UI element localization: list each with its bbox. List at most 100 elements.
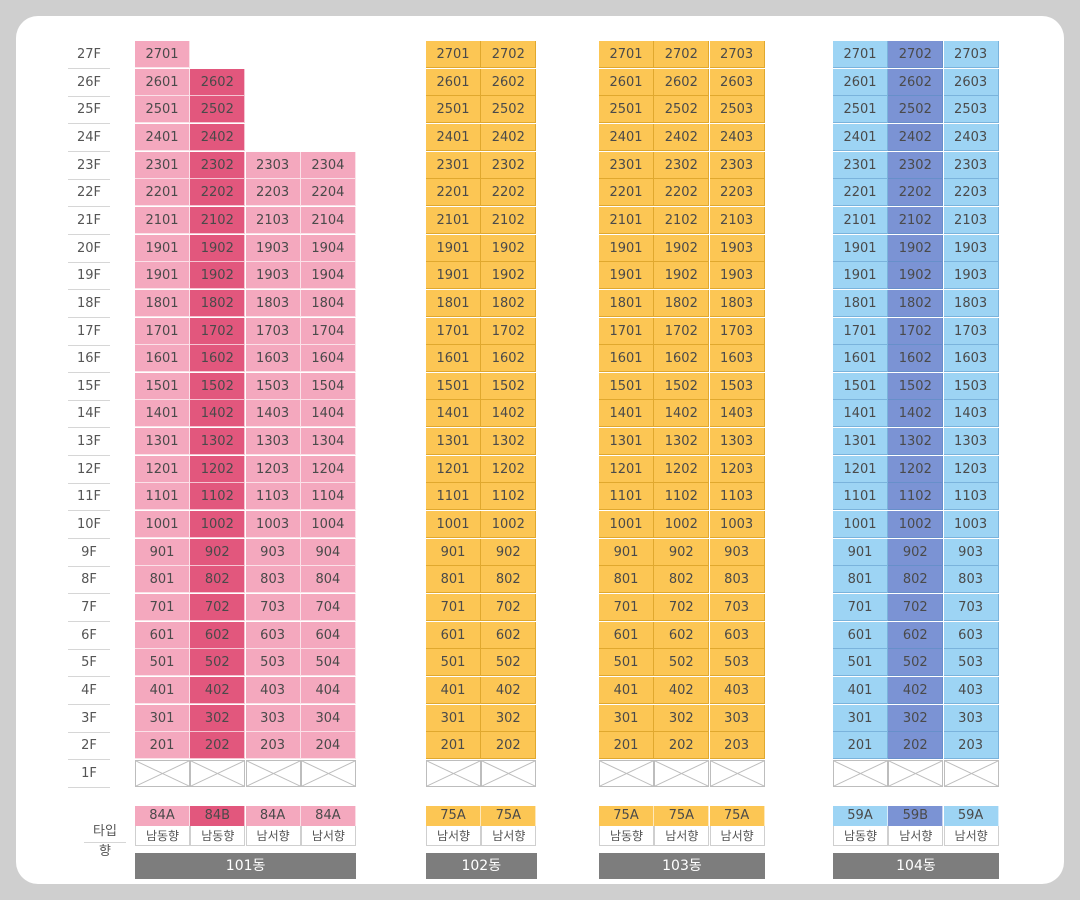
unit-cell: 1301: [833, 428, 888, 456]
unit-cell: 2701: [426, 41, 481, 68]
unit-cell: 203: [943, 732, 999, 760]
unit-cell: 501: [135, 649, 190, 677]
unit-cell: 1604: [300, 345, 356, 373]
pilotis-cell: [599, 759, 654, 787]
unit-cell: 801: [135, 566, 190, 594]
unit-cell: 901: [599, 538, 654, 566]
unit-cell: 202: [888, 732, 944, 760]
unit-cell: 2502: [654, 96, 710, 124]
unit-cell: 903: [245, 538, 301, 566]
unit-cell: 2102: [481, 206, 537, 234]
unit-cell: 1503: [943, 372, 999, 400]
unit-cell: 1601: [426, 345, 481, 373]
unit-cell: 1902: [190, 234, 246, 262]
unit-cell: 1001: [599, 511, 654, 539]
unit-cell: 2602: [654, 68, 710, 96]
unit-cell: 2502: [190, 96, 246, 124]
unit-cell: 1301: [599, 428, 654, 456]
unit-cell: 801: [833, 566, 888, 594]
unit-cell: 1102: [481, 483, 537, 511]
unit-cell: 503: [943, 649, 999, 677]
unit-cell: 1903: [245, 234, 301, 262]
floor-label: 6F: [68, 622, 110, 650]
pilotis-cell: [190, 759, 246, 787]
unit-cell: 1001: [135, 511, 190, 539]
pilotis-cell: [888, 759, 944, 787]
unit-cell: 504: [300, 649, 356, 677]
unit-cell: 402: [654, 676, 710, 704]
unit-cell: 2702: [654, 41, 710, 68]
unit-type-cell: 84A: [135, 806, 190, 826]
floor-label: 17F: [68, 318, 110, 346]
unit-cell: 2601: [135, 68, 190, 96]
unit-cell: 1401: [599, 400, 654, 428]
unit-cell: 603: [709, 621, 765, 649]
unit-cell: 2301: [135, 151, 190, 179]
unit-cell: 1701: [135, 317, 190, 345]
unit-cell: 703: [943, 594, 999, 621]
unit-cell: 1904: [300, 234, 356, 262]
unit-cell: 702: [190, 594, 246, 621]
floor-label: 19F: [68, 262, 110, 291]
unit-cell: 1904: [300, 262, 356, 290]
unit-cell: 2601: [833, 68, 888, 96]
unit-cell: 1104: [300, 483, 356, 511]
unit-cell: 1202: [654, 455, 710, 483]
unit-cell: 1601: [599, 345, 654, 373]
building-name-bar: 103동: [599, 853, 765, 879]
unit-cell: 1601: [135, 345, 190, 373]
unit-cell: 803: [943, 566, 999, 594]
unit-cell: 403: [943, 676, 999, 704]
unit-cell: 1203: [709, 455, 765, 483]
orientation-cell: 남동향: [833, 826, 888, 846]
unit-cell: 402: [888, 676, 944, 704]
unit-cell: 702: [654, 594, 710, 621]
unit-cell: 1101: [599, 483, 654, 511]
unit-cell: 1501: [833, 372, 888, 400]
floor-label: 5F: [68, 649, 110, 678]
floor-label: 27F: [68, 41, 110, 69]
unit-cell: 1302: [654, 428, 710, 456]
unit-cell: 1901: [599, 262, 654, 290]
unit-cell: 904: [300, 538, 356, 566]
direction-row-label: 향: [99, 844, 111, 859]
unit-cell: 1802: [481, 289, 537, 317]
unit-cell: 602: [888, 621, 944, 649]
unit-type-cell: 75A: [599, 806, 654, 826]
unit-cell: 1403: [709, 400, 765, 428]
unit-cell: 1602: [481, 345, 537, 373]
unit-cell: 802: [654, 566, 710, 594]
unit-cell: 1302: [190, 428, 246, 456]
unit-cell: 1902: [654, 262, 710, 290]
unit-cell: 1602: [654, 345, 710, 373]
unit-cell: 601: [135, 621, 190, 649]
unit-cell: 2501: [833, 96, 888, 124]
unit-type-cell: 59A: [943, 806, 999, 826]
floor-label: 20F: [68, 235, 110, 263]
unit-cell: 601: [599, 621, 654, 649]
unit-cell: 301: [833, 704, 888, 732]
unit-cell: 2502: [481, 96, 537, 124]
unit-cell: 603: [943, 621, 999, 649]
unit-cell: 1303: [245, 428, 301, 456]
unit-cell: 901: [135, 538, 190, 566]
unit-cell: 401: [599, 676, 654, 704]
floor-label: 13F: [68, 428, 110, 457]
unit-cell: 601: [426, 621, 481, 649]
unit-type-cell: 75A: [709, 806, 765, 826]
unit-cell: 1701: [599, 317, 654, 345]
unit-type-cell: 59A: [833, 806, 888, 826]
unit-cell: 404: [300, 676, 356, 704]
unit-cell: 2201: [599, 179, 654, 207]
unit-cell: 2602: [481, 68, 537, 96]
unit-cell: 501: [833, 649, 888, 677]
unit-cell: 1801: [426, 289, 481, 317]
orientation-cell: 남서향: [709, 826, 765, 846]
unit-cell: 2401: [599, 123, 654, 151]
unit-cell: 902: [190, 538, 246, 566]
unit-cell: 2201: [833, 179, 888, 207]
unit-cell: 1304: [300, 428, 356, 456]
unit-cell: 2602: [888, 68, 944, 96]
unit-cell: 1101: [833, 483, 888, 511]
orientation-cell: 남동향: [190, 826, 246, 846]
